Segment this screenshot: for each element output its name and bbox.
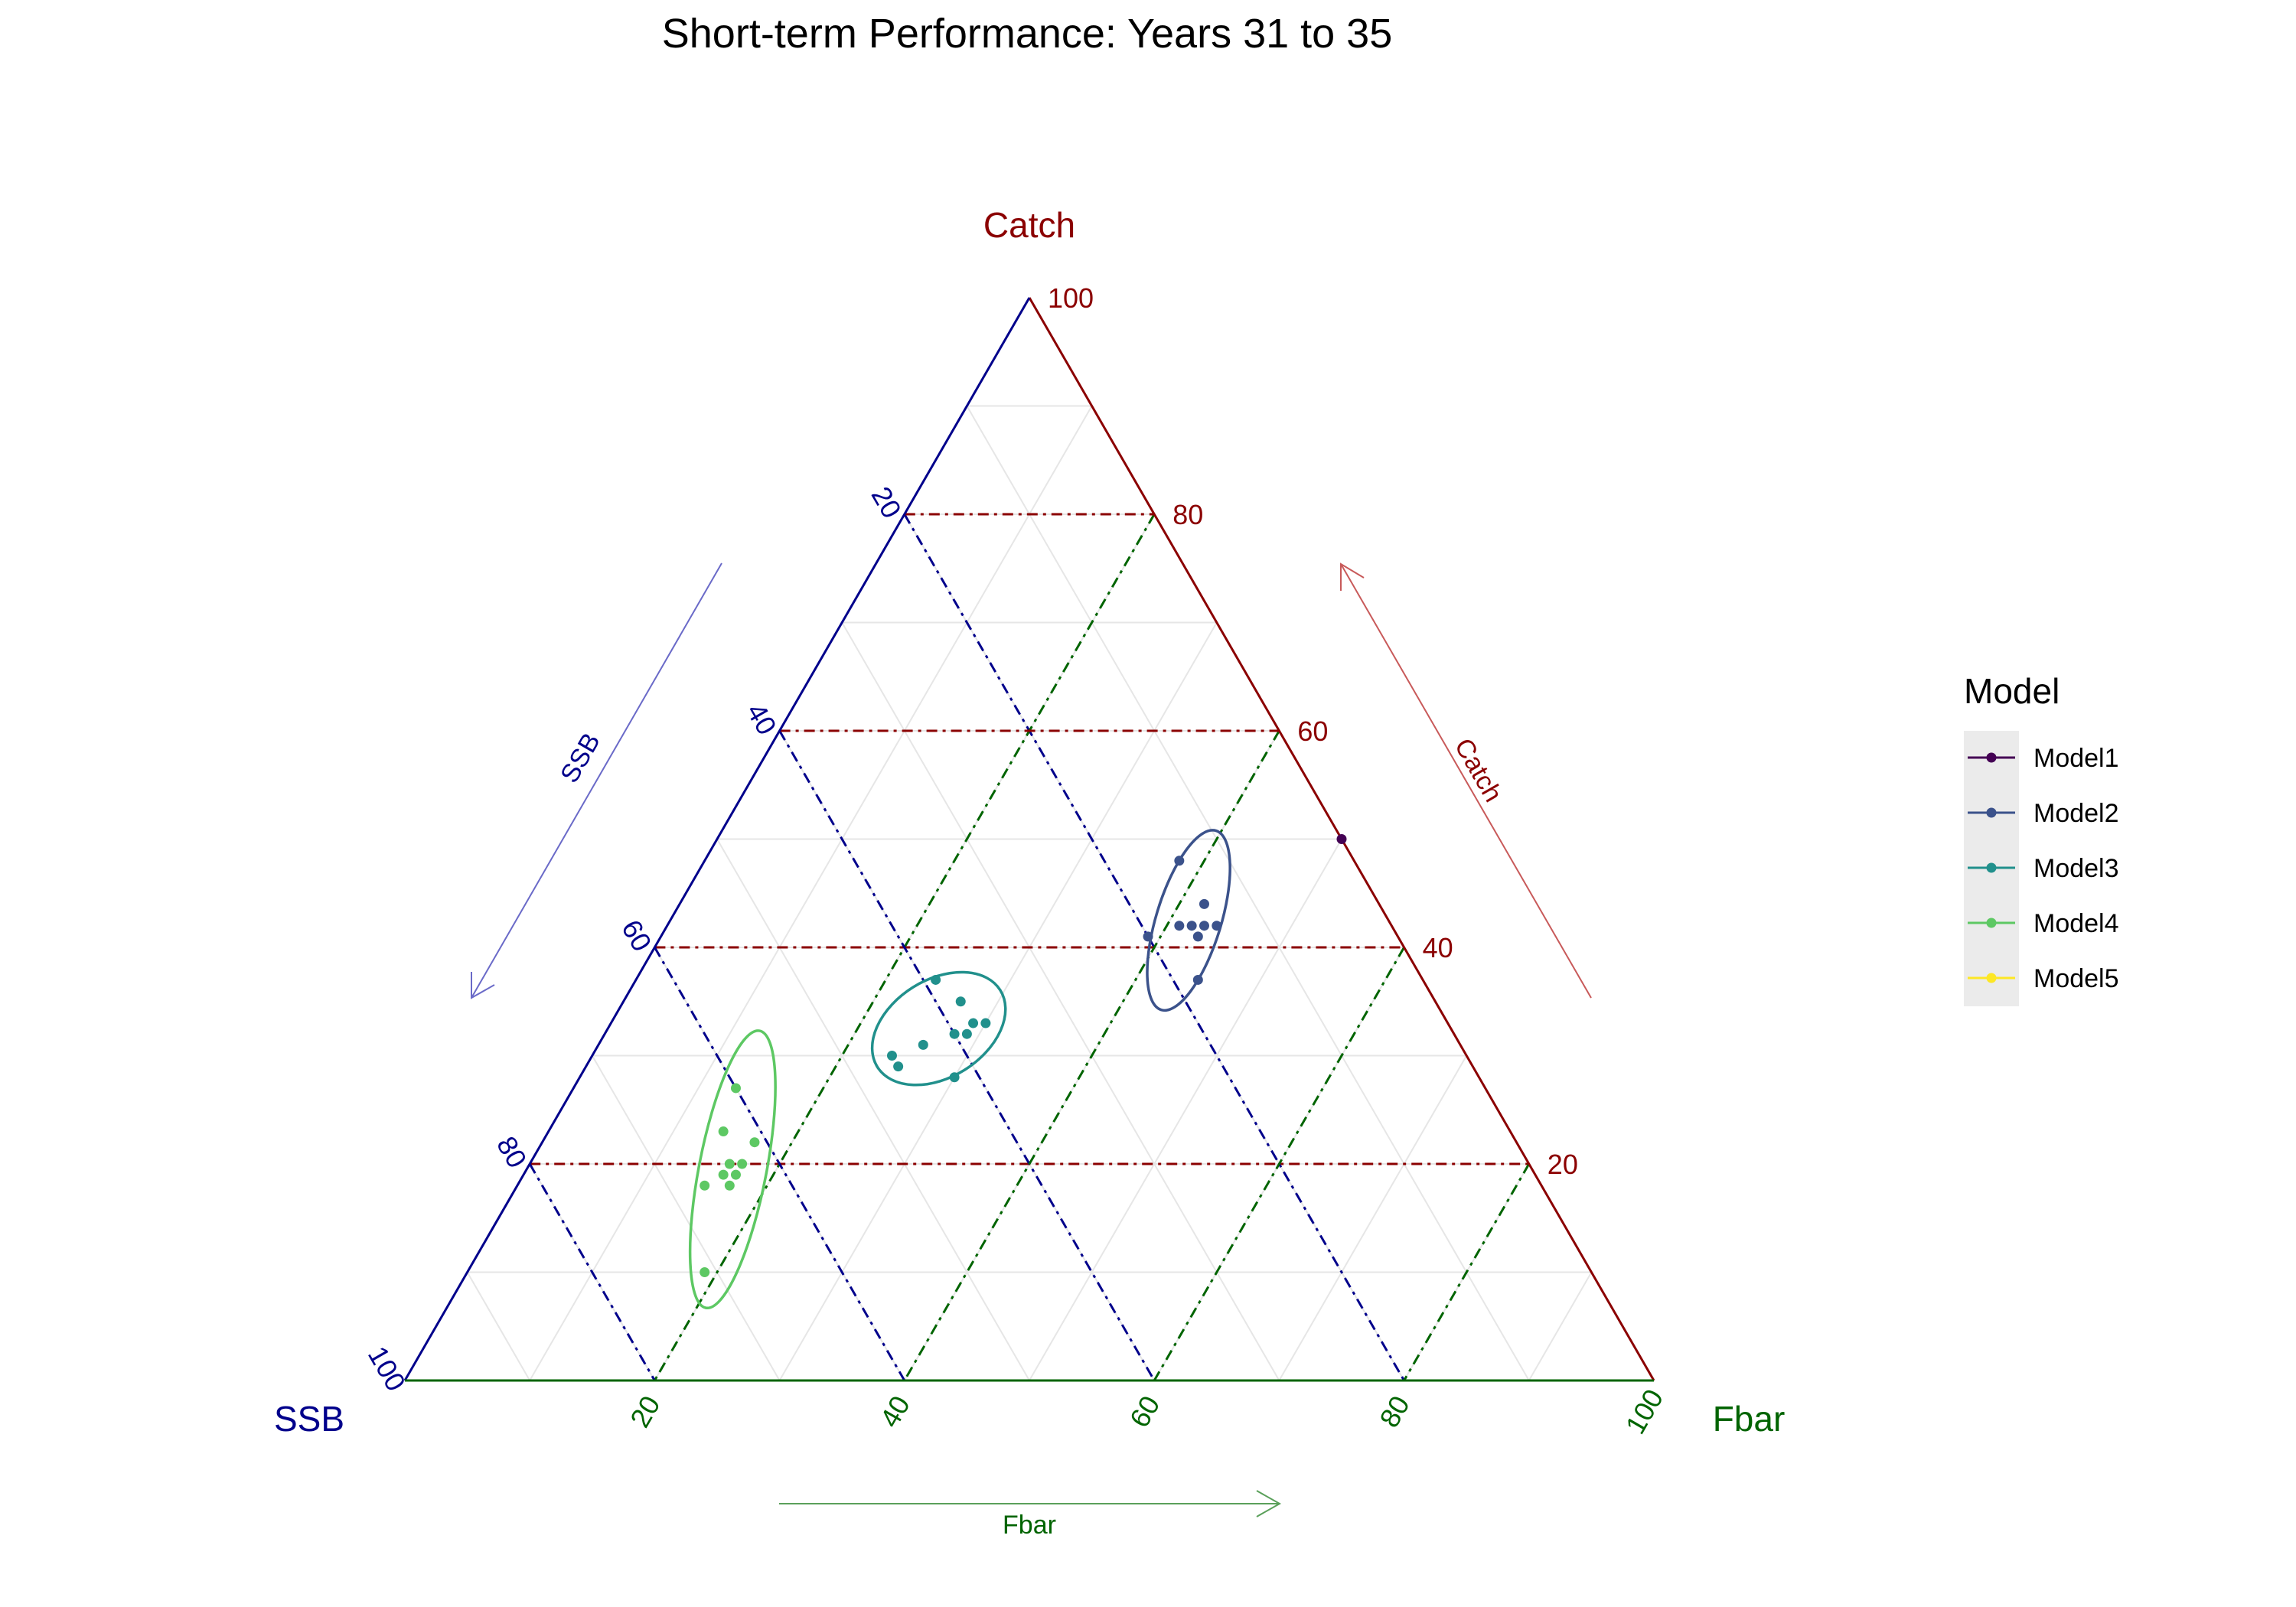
ssb-tick-label: 20: [866, 481, 908, 523]
catch-tick-label: 100: [1048, 282, 1094, 314]
model3-legend-marker: [1986, 862, 1997, 873]
model2-point: [1199, 898, 1209, 909]
model3-point: [918, 1039, 928, 1050]
model2-point: [1199, 921, 1209, 931]
model4-legend-marker: [1986, 918, 1997, 928]
fbar-tick-label: 40: [873, 1390, 916, 1433]
model3-point: [949, 1028, 960, 1039]
model2-point: [1212, 921, 1222, 931]
catch-arrow-label: Catch: [1449, 734, 1508, 807]
ssb-reference-line: [778, 730, 1156, 1381]
minor-gridline: [1278, 1055, 1468, 1381]
legend-item-label: Model2: [2033, 799, 2119, 828]
model3-point: [955, 996, 966, 1007]
fbar-tick-label: 80: [1373, 1390, 1416, 1433]
model4-ellipse: [688, 1029, 777, 1310]
legend-title: Model: [1964, 671, 2060, 711]
legend-item-label: Model4: [2033, 909, 2119, 938]
model1-legend-marker: [1986, 752, 1997, 763]
catch-tick-label: 20: [1548, 1149, 1578, 1180]
ssb-reference-line: [654, 947, 906, 1381]
model3-point: [893, 1061, 904, 1072]
minor-gridline: [466, 1272, 531, 1381]
reference-lines: [528, 513, 1531, 1381]
minor-gridline: [529, 406, 1093, 1381]
model3-point: [931, 974, 941, 985]
fbar-direction-arrow: Fbar: [779, 1490, 1282, 1540]
fbar-tick-label: 20: [624, 1390, 667, 1433]
minor-gridline: [1029, 839, 1342, 1381]
ssb-tick-label: 80: [491, 1131, 533, 1173]
confidence-ellipses: [688, 829, 1231, 1310]
model4-point: [718, 1169, 729, 1180]
model4-point: [730, 1083, 741, 1094]
model3-ellipse: [870, 970, 1007, 1087]
model4-point: [737, 1159, 748, 1169]
model2-point: [1143, 931, 1153, 942]
model4-point: [724, 1159, 735, 1169]
model4-point: [730, 1169, 741, 1180]
model3-point: [886, 1051, 897, 1061]
ssb-tick-label: 40: [740, 698, 783, 740]
model3-point: [949, 1072, 960, 1083]
model3-point: [968, 1018, 979, 1028]
legend: Model Model1 Model2 Model3 Model4 Model5: [1964, 671, 2119, 1006]
minor-gridlines: [466, 405, 1593, 1381]
model3-point: [961, 1028, 972, 1039]
catch-tick-label: 80: [1172, 499, 1203, 530]
fbar-reference-line: [1403, 1163, 1531, 1381]
model4-point: [718, 1126, 729, 1137]
ssb-direction-arrow: SSB: [471, 562, 722, 999]
catch-tick-label: 40: [1423, 932, 1453, 963]
model2-point: [1186, 921, 1197, 931]
fbar-tick-label: 60: [1124, 1390, 1166, 1433]
catch-axis-label: Catch: [983, 205, 1075, 245]
fbar-axis-label: Fbar: [1713, 1399, 1786, 1439]
model2-point: [1192, 974, 1203, 985]
fbar-tick-label: 100: [1619, 1384, 1670, 1439]
model1-point: [1336, 834, 1347, 844]
model2-point: [1174, 856, 1185, 866]
model2-ellipse: [1146, 829, 1231, 1012]
model4-point: [749, 1137, 760, 1148]
ssb-axis-label: SSB: [274, 1399, 344, 1439]
tick-labels: 20 20 20 40 40 40 60 60 60 80 80 80 100 100 100: [362, 282, 1669, 1439]
legend-item-label: Model1: [2033, 744, 2119, 773]
model3-point: [980, 1018, 991, 1028]
minor-gridline: [841, 622, 1280, 1381]
minor-gridline: [1528, 1272, 1593, 1381]
model2-point: [1174, 921, 1185, 931]
ssb-tick-label: 100: [362, 1341, 413, 1397]
fbar-reference-line: [903, 730, 1280, 1381]
legend-item-label: Model3: [2033, 854, 2119, 883]
minor-gridline: [778, 622, 1218, 1381]
legend-item-label: Model5: [2033, 964, 2119, 993]
catch-direction-arrow: Catch: [1340, 562, 1592, 999]
fbar-reference-line: [1153, 947, 1405, 1381]
model2-legend-marker: [1986, 807, 1997, 818]
fbar-arrow-label: Fbar: [1003, 1511, 1056, 1540]
ssb-axis-line: [403, 297, 1031, 1381]
model5-legend-marker: [1986, 973, 1997, 983]
catch-tick-label: 60: [1297, 715, 1328, 747]
chart-title: Short-term Performance: Years 31 to 35: [662, 11, 1393, 57]
minor-gridline: [966, 406, 1530, 1381]
model4-point: [700, 1267, 710, 1277]
model2-point: [1192, 931, 1203, 942]
minor-gridline: [716, 839, 1030, 1381]
data-points: [700, 834, 1347, 1277]
minor-gridline: [591, 1055, 781, 1381]
ssb-tick-label: 60: [615, 914, 658, 957]
ssb-reference-line: [528, 1163, 656, 1381]
model4-point: [724, 1180, 735, 1191]
model4-point: [700, 1180, 710, 1191]
